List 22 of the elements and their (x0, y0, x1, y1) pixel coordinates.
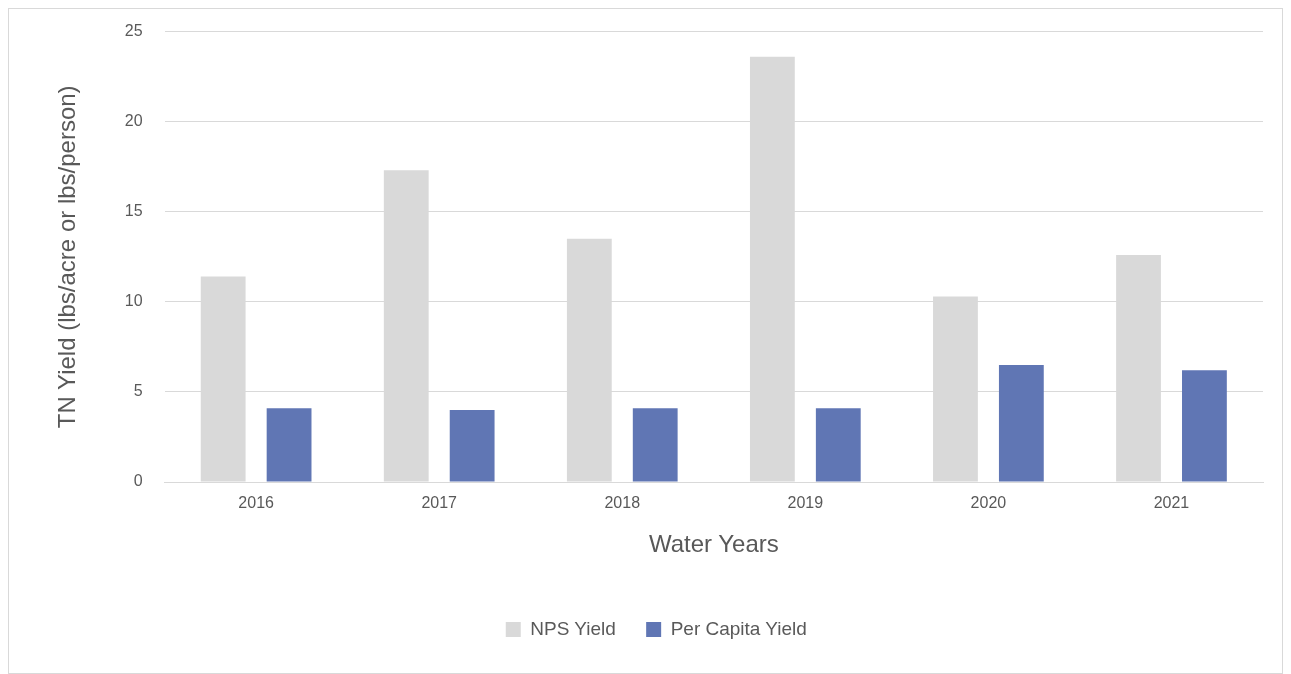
bar (266, 408, 312, 482)
legend-label: NPS Yield (530, 617, 616, 639)
x-tick-label: 2021 (1153, 494, 1190, 512)
y-axis-title: TN Yield (lbs/acre or lbs/person) (53, 85, 81, 429)
bar (1182, 370, 1227, 482)
x-tick-label: 2019 (787, 494, 824, 512)
y-tick-label: 20 (124, 112, 143, 130)
y-tick-label: 15 (124, 202, 143, 220)
y-tick-label: 10 (124, 292, 143, 310)
y-tick-label: 5 (133, 382, 143, 400)
x-tick-label: 2016 (238, 494, 275, 512)
bar (998, 364, 1044, 482)
bar (632, 408, 678, 482)
x-tick-label: 2017 (421, 494, 458, 512)
x-tick-label: 2020 (970, 494, 1007, 512)
y-tick-label: 0 (133, 472, 143, 490)
y-tick-label: 25 (124, 22, 143, 40)
legend-label: Per Capita Yield (670, 617, 807, 639)
bar (449, 409, 495, 482)
x-tick-label: 2018 (604, 494, 641, 512)
bar (815, 408, 861, 482)
x-axis-title: Water Years (648, 530, 779, 558)
